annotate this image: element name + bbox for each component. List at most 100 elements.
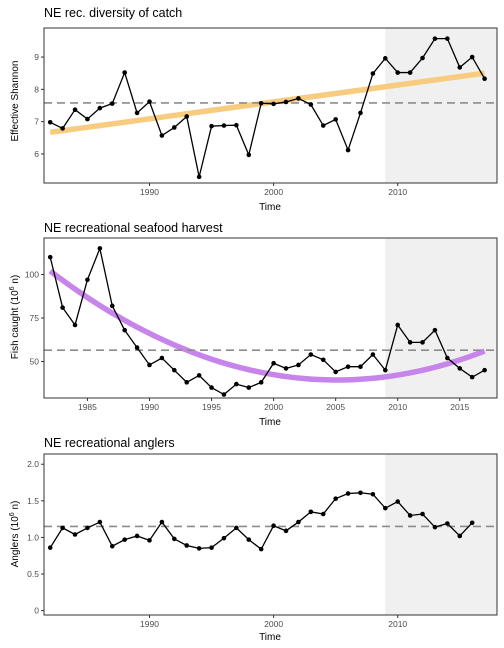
panel-anglers-y-axis-title-sup: 6 (9, 512, 16, 516)
panel-anglers-data-point (258, 546, 264, 552)
panel-harvest-y-tick-label: 50 (30, 356, 40, 366)
panel-diversity-data-point (134, 110, 140, 116)
panel-diversity-data-point (184, 114, 190, 119)
panel-diversity-data-layer (44, 28, 497, 183)
panel-harvest-data-point (234, 381, 239, 387)
panel-diversity-data-point (457, 65, 463, 70)
panel-anglers-data-point (469, 520, 475, 526)
panel-diversity-data-point (47, 119, 53, 125)
panel-diversity-data-point (271, 101, 276, 107)
panel-diversity-y-axis-title: Effective Shannon (10, 61, 21, 142)
panel-diversity-x-tick-label: 2010 (388, 187, 407, 197)
panel-anglers-data-point (184, 543, 190, 548)
panel-harvest-data-point (432, 327, 438, 333)
panel-diversity-data-point (72, 107, 78, 112)
panel-anglers-data-point (72, 532, 78, 537)
panel-anglers-data-point (407, 513, 413, 518)
panel-anglers-data-point (457, 533, 463, 539)
panel-harvest-data-point (370, 352, 376, 357)
panel-anglers: NE recreational anglers 1990 2000 2010 0 0.5… (9, 436, 498, 643)
panel-diversity-y-tick-label: 9 (34, 52, 39, 62)
panel-diversity-data-point (234, 122, 239, 128)
panel-diversity-data-point (345, 147, 351, 153)
panel-harvest-data-point (308, 352, 314, 357)
panel-harvest-y-tick-label: 75 (30, 313, 40, 323)
panel-anglers-data-layer (44, 454, 497, 615)
panel-harvest-data-point (407, 340, 413, 345)
panel-anglers-data-point (296, 519, 301, 525)
panel-harvest-y-tick-label: 100 (25, 270, 39, 280)
panel-harvest-data-point (47, 254, 53, 260)
panel-harvest-x-tick-label: 1985 (78, 402, 97, 412)
panel-anglers-data-point (147, 538, 152, 543)
panel-harvest-data-point (134, 345, 140, 350)
panel-harvest-plot: 1985 1990 1995 2000 2005 2010 2015 50 75 100 (25, 237, 498, 412)
panel-diversity-data-point (258, 100, 264, 106)
panel-diversity-data-point (395, 70, 401, 75)
panel-harvest-x-tick-label: 2010 (388, 402, 407, 412)
panel-diversity-data-point (482, 76, 487, 81)
panel-harvest-data-point (283, 366, 289, 371)
panel-diversity-data-point (407, 70, 413, 75)
panel-anglers-data-point (60, 525, 65, 531)
panel-diversity-data-point (246, 152, 252, 158)
panel-anglers-y-tick-label: 0 (34, 606, 39, 616)
panel-anglers-data-point (345, 491, 351, 496)
panel-anglers-data-point (221, 535, 227, 541)
panel-harvest-data-point (345, 364, 351, 369)
panel-diversity-y-tick-label: 8 (34, 84, 39, 94)
panel-diversity-x-axis-title: Time (259, 202, 281, 213)
panel-harvest-data-point (109, 303, 115, 309)
panel-harvest-data-point (296, 362, 301, 368)
panel-harvest-data-point (172, 367, 177, 373)
panel-anglers-data-point (234, 525, 239, 531)
panel-diversity-data-point (85, 116, 90, 122)
panel-harvest-data-point (184, 380, 190, 385)
panel-diversity-data-point (420, 55, 425, 61)
panel-anglers-data-point (85, 525, 90, 531)
panel-diversity-data-point (358, 110, 363, 116)
panel-harvest-title: NE recreational seafood harvest (44, 221, 223, 235)
panel-harvest-y-axis-title: Fish caught (106 n) (9, 275, 21, 360)
panel-anglers-data-point (432, 524, 438, 530)
panel-anglers-data-point (283, 528, 289, 534)
panel-anglers-data-point (420, 511, 425, 517)
panel-diversity-data-point (196, 174, 202, 180)
panel-diversity-data-point (383, 56, 388, 61)
panel-anglers-x-tick-label: 1990 (140, 619, 159, 629)
panel-diversity-data-point (109, 101, 115, 106)
panel-diversity: NE rec. diversity of catch 1990 2000 2010 6… (10, 6, 498, 213)
panel-diversity-data-point (221, 123, 227, 128)
panel-anglers-data-point (370, 491, 376, 497)
panel-harvest-data-point (72, 322, 78, 328)
panel-anglers-data-point (209, 545, 214, 550)
panel-anglers-y-tick-label: 1.0 (27, 532, 39, 542)
panel-diversity-data-point (469, 54, 475, 60)
panel-harvest-data-point (320, 357, 326, 363)
panel-harvest-data-point (333, 369, 338, 375)
panel-harvest-data-point (469, 374, 475, 380)
panel-diversity-data-point (60, 126, 65, 131)
panel-diversity-panel-border (43, 27, 498, 184)
panel-diversity-y-axis-title-main: Effective Shannon (10, 61, 21, 142)
panel-harvest-x-tick-label: 1990 (140, 402, 159, 412)
panel-diversity-data-point (432, 36, 438, 41)
panel-anglers-y-axis-title-suffix: n) (10, 501, 21, 513)
panel-harvest-data-point (246, 385, 252, 390)
panel-anglers-data-point (383, 505, 388, 511)
panel-diversity-x-tick-label: 1990 (140, 187, 159, 197)
panel-harvest-data-point (383, 367, 388, 373)
panel-anglers-y-axis-title-main: Anglers (10 (10, 516, 21, 568)
panel-harvest-y-axis-title-suffix: n) (10, 275, 21, 287)
panel-harvest-data-point (97, 246, 103, 251)
panel-harvest-data-point (196, 373, 202, 378)
panel-diversity-data-point (209, 123, 214, 129)
panel-harvest-x-tick-label: 2005 (326, 402, 345, 412)
panel-anglers-data-point (271, 523, 276, 529)
panel-diversity-y-tick-label: 7 (34, 117, 39, 127)
panel-harvest-data-point (271, 360, 276, 366)
panel-anglers-data-point (308, 509, 314, 515)
panel-harvest-data-layer (44, 238, 497, 398)
panel-anglers-data-point (134, 533, 140, 539)
